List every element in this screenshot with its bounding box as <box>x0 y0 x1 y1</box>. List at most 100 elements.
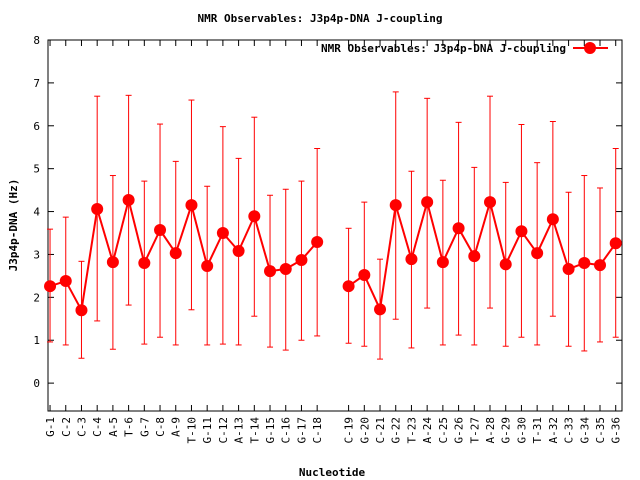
legend: NMR Observables: J3p4p-DNA J-coupling <box>321 42 608 55</box>
x-tick-label: G-29 <box>500 417 513 444</box>
data-point <box>295 254 308 267</box>
x-tick-label: C-18 <box>311 417 324 444</box>
series-line-segment <box>551 218 570 270</box>
data-point <box>594 259 607 272</box>
x-tick-label: C-8 <box>154 417 167 437</box>
y-tick-label: 8 <box>33 34 40 47</box>
data-point <box>578 257 591 270</box>
y-tick-label: 6 <box>33 120 40 133</box>
data-point <box>216 227 229 240</box>
x-tick-label: G-1 <box>44 417 57 437</box>
series-line-segment <box>489 201 507 265</box>
x-tick-label: T-6 <box>123 417 136 437</box>
data-point <box>515 225 528 238</box>
data-point <box>154 224 167 237</box>
data-point <box>311 236 324 249</box>
x-tick-label: T-23 <box>405 417 418 444</box>
data-point <box>264 265 277 278</box>
legend-label: NMR Observables: J3p4p-DNA J-coupling <box>321 42 566 55</box>
x-tick-label: G-17 <box>295 417 308 444</box>
x-tick-label: C-19 <box>343 417 356 444</box>
x-tick-label: C-16 <box>280 417 293 444</box>
x-tick-label: C-21 <box>374 417 387 444</box>
series-line-segment <box>143 229 161 264</box>
x-tick-label: C-35 <box>594 417 607 444</box>
series-line-segment <box>536 218 554 254</box>
data-point <box>232 245 245 258</box>
series-line-segment <box>111 199 130 263</box>
data-point <box>484 196 497 209</box>
series-line-segment <box>473 201 491 257</box>
series-line-segment <box>253 216 271 272</box>
x-tick-label: A-24 <box>421 417 434 444</box>
x-tick-label: A-9 <box>170 417 183 437</box>
data-point <box>279 263 292 276</box>
series-line-segment <box>426 201 444 263</box>
series-line-segment <box>410 201 429 260</box>
x-tick-label: T-14 <box>248 417 261 444</box>
x-tick-label: C-12 <box>217 417 230 444</box>
data-point <box>468 250 481 263</box>
x-tick-label: C-3 <box>75 417 88 437</box>
series-line-segment <box>363 274 381 310</box>
x-tick-label: T-27 <box>468 417 481 444</box>
data-point <box>91 202 104 215</box>
data-point <box>342 280 355 293</box>
chart-title: NMR Observables: J3p4p-DNA J-coupling <box>197 12 442 25</box>
y-tick-label: 7 <box>33 77 40 90</box>
data-point <box>201 260 214 273</box>
x-tick-label: A-13 <box>233 417 246 444</box>
x-tick-label: C-25 <box>437 417 450 444</box>
data-point <box>44 280 57 293</box>
series-line-segment <box>379 204 397 310</box>
x-tick-label: A-5 <box>107 417 120 437</box>
data-point <box>248 210 261 223</box>
y-tick-label: 4 <box>33 206 40 219</box>
x-tick-label: G-20 <box>358 417 371 444</box>
data-point <box>106 256 119 269</box>
y-tick-label: 0 <box>33 377 40 390</box>
data-point <box>185 199 198 212</box>
data-point <box>374 303 387 316</box>
x-axis-label: Nucleotide <box>299 466 366 479</box>
data-point <box>436 256 449 269</box>
y-tick-label: 5 <box>33 163 40 176</box>
data-point <box>546 213 559 226</box>
x-tick-label: T-31 <box>531 417 544 444</box>
series-line-segment <box>190 204 209 267</box>
series-line-segment <box>394 204 413 260</box>
x-tick-label: C-2 <box>60 417 73 437</box>
x-tick-label: T-10 <box>185 417 198 444</box>
series-line-segment <box>80 208 99 311</box>
data-point <box>562 263 575 276</box>
x-tick-label: G-15 <box>264 417 277 444</box>
x-tick-label: G-11 <box>201 417 214 444</box>
data-point <box>389 199 402 212</box>
data-point <box>169 247 182 260</box>
y-tick-label: 1 <box>33 334 40 347</box>
series-line-segment <box>174 204 193 254</box>
y-tick-label: 2 <box>33 291 40 304</box>
x-tick-label: A-32 <box>547 417 560 444</box>
data-point <box>531 247 544 260</box>
series-line-segment <box>504 230 523 265</box>
series-line-segment <box>237 215 256 252</box>
data-point <box>452 222 465 235</box>
x-tick-label: C-33 <box>563 417 576 444</box>
y-tick-label: 3 <box>33 248 40 261</box>
data-point <box>138 257 151 270</box>
data-point <box>358 269 371 282</box>
legend-marker <box>584 42 596 54</box>
x-tick-label: G-7 <box>138 417 151 437</box>
data-point <box>75 304 88 317</box>
data-series <box>44 91 622 360</box>
plot-frame <box>47 39 623 412</box>
data-point <box>405 253 418 266</box>
x-tick-label: G-36 <box>610 417 623 444</box>
x-tick-label: G-30 <box>515 417 528 444</box>
x-tick-label: C-4 <box>91 417 104 437</box>
series-line-segment <box>206 232 224 267</box>
axis-ticks: 0 1 2 3 4 5 6 7 8 G-1 C-2 C-3 C-4 A-5 T-6 G-7 C-8 A-9 T-10… <box>33 34 622 444</box>
data-point <box>59 275 72 288</box>
